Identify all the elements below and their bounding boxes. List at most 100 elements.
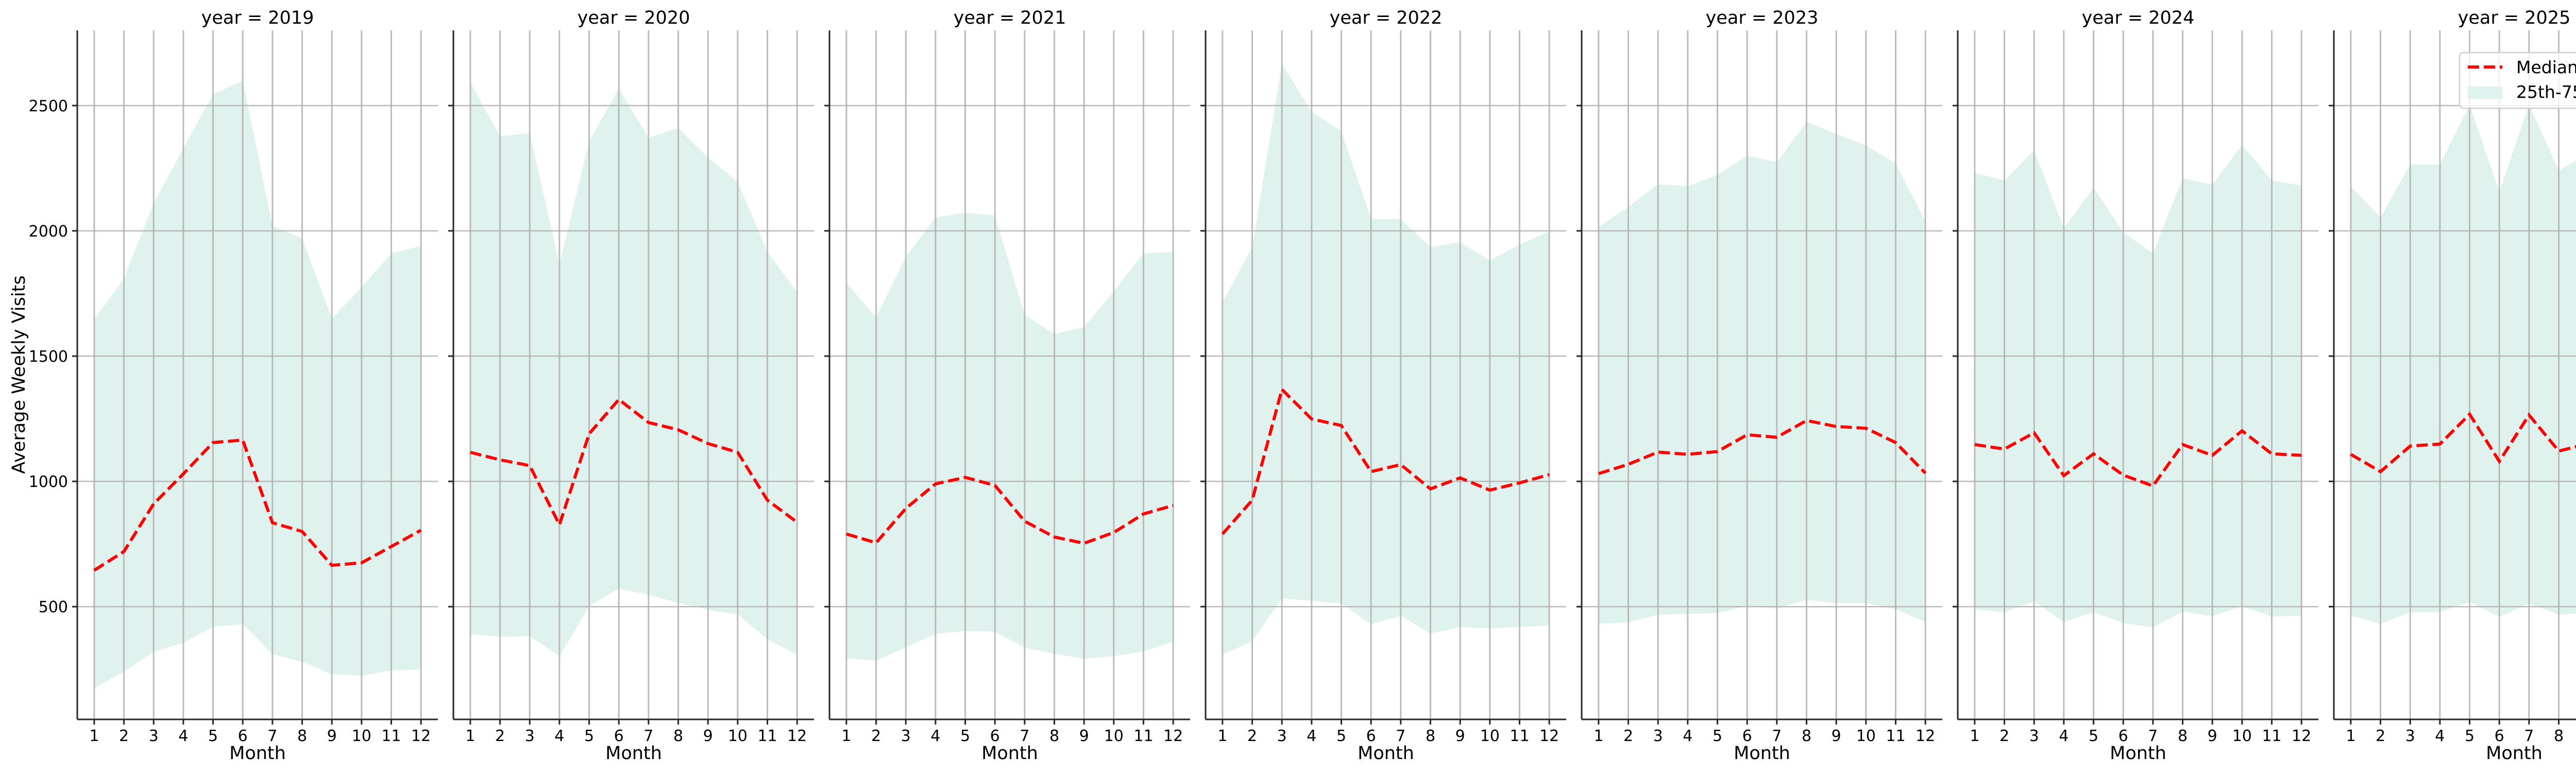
x-tick-label: 12: [1539, 727, 1559, 745]
x-tick-label: 6: [1366, 727, 1376, 745]
x-tick-label: 1: [1594, 727, 1603, 745]
x-tick-label: 2: [2376, 727, 2385, 745]
x-tick-label: 4: [930, 727, 940, 745]
x-tick-label: 8: [1426, 727, 1435, 745]
x-tick-label: 8: [2178, 727, 2188, 745]
x-axis-label: Month: [605, 743, 662, 764]
x-tick-label: 10: [728, 727, 748, 745]
x-tick-label: 4: [2059, 727, 2069, 745]
x-tick-label: 1: [465, 727, 475, 745]
x-axis-label: Month: [229, 743, 286, 764]
x-tick-label: 8: [2554, 727, 2564, 745]
x-tick-label: 7: [1772, 727, 1782, 745]
x-tick-label: 8: [297, 727, 307, 745]
x-tick-label: 6: [1742, 727, 1752, 745]
x-tick-label: 5: [584, 727, 594, 745]
x-tick-label: 6: [2495, 727, 2504, 745]
x-tick-label: 10: [2232, 727, 2252, 745]
x-tick-label: 4: [1683, 727, 1692, 745]
x-tick-label: 5: [2089, 727, 2098, 745]
legend-band-swatch: [2468, 87, 2502, 99]
x-tick-label: 7: [267, 727, 277, 745]
median-line: [2350, 412, 2576, 474]
x-tick-label: 5: [960, 727, 970, 745]
x-tick-label: 11: [1133, 727, 1153, 745]
percentile-band: [470, 82, 798, 657]
panel-title: year = 2021: [954, 8, 1066, 28]
x-axis-label: Month: [2486, 743, 2543, 764]
x-tick-label: 3: [149, 727, 159, 745]
x-tick-label: 11: [1886, 727, 1905, 745]
x-tick-label: 7: [643, 727, 653, 745]
y-tick-label: 1500: [29, 348, 68, 366]
x-tick-label: 2: [1247, 727, 1257, 745]
x-axis-label: Month: [2110, 743, 2166, 764]
x-axis-label: Month: [1734, 743, 1790, 764]
x-tick-label: 12: [1916, 727, 1935, 745]
x-tick-label: 2: [1623, 727, 1633, 745]
x-tick-label: 1: [1970, 727, 1979, 745]
x-tick-label: 11: [757, 727, 777, 745]
x-tick-label: 2: [871, 727, 881, 745]
x-tick-label: 4: [2435, 727, 2445, 745]
x-tick-label: 3: [1653, 727, 1663, 745]
median-line: [1598, 418, 1927, 475]
median-line: [93, 438, 422, 572]
x-tick-label: 9: [1455, 727, 1465, 745]
x-tick-label: 3: [1277, 727, 1287, 745]
x-tick-label: 12: [787, 727, 807, 745]
x-tick-label: 3: [2029, 727, 2039, 745]
x-tick-label: 5: [1713, 727, 1722, 745]
x-tick-label: 12: [2292, 727, 2311, 745]
legend-label-median: Median: [2516, 57, 2576, 77]
median-line: [470, 397, 798, 529]
legend: Median 25th-75th Percentile: [2459, 52, 2576, 109]
x-tick-label: 8: [673, 727, 683, 745]
percentile-band: [1974, 145, 2302, 628]
x-tick-label: 4: [1307, 727, 1316, 745]
percentile-band: [2350, 104, 2576, 624]
median-line: [1974, 429, 2302, 488]
x-tick-label: 9: [1832, 727, 1841, 745]
x-axis-label: Month: [981, 743, 1038, 764]
y-tick-label: 1000: [29, 473, 68, 491]
x-tick-label: 1: [841, 727, 851, 745]
x-tick-label: 5: [1336, 727, 1346, 745]
x-tick-label: 6: [614, 727, 624, 745]
panel-title: year = 2022: [1330, 8, 1443, 28]
x-tick-label: 12: [1163, 727, 1183, 745]
x-tick-label: 2: [495, 727, 505, 745]
x-tick-label: 9: [1079, 727, 1089, 745]
y-axis-label: Average Weekly Visits: [9, 275, 29, 474]
x-tick-label: 8: [1802, 727, 1811, 745]
x-tick-label: 9: [2208, 727, 2217, 745]
x-tick-label: 5: [208, 727, 218, 745]
x-tick-label: 11: [381, 727, 401, 745]
x-tick-label: 11: [1510, 727, 1529, 745]
x-tick-label: 11: [2262, 727, 2281, 745]
x-tick-label: 6: [238, 727, 248, 745]
x-tick-label: 7: [1396, 727, 1405, 745]
x-axis-label: Month: [1358, 743, 1414, 764]
x-tick-label: 10: [352, 727, 371, 745]
x-tick-label: 3: [901, 727, 911, 745]
panel-title: year = 2024: [2082, 8, 2195, 28]
panel-title: year = 2019: [201, 8, 314, 28]
x-tick-label: 8: [1049, 727, 1059, 745]
x-tick-label: 6: [990, 727, 1000, 745]
x-tick-label: 2: [1999, 727, 2009, 745]
percentile-band: [1598, 122, 1926, 624]
x-tick-label: 2: [119, 727, 129, 745]
panel-title: year = 2020: [578, 8, 690, 28]
legend-label-band: 25th-75th Percentile: [2516, 82, 2576, 102]
x-tick-label: 3: [525, 727, 535, 745]
percentile-band: [94, 80, 421, 688]
x-tick-label: 4: [554, 727, 564, 745]
x-tick-label: 1: [1217, 727, 1227, 745]
